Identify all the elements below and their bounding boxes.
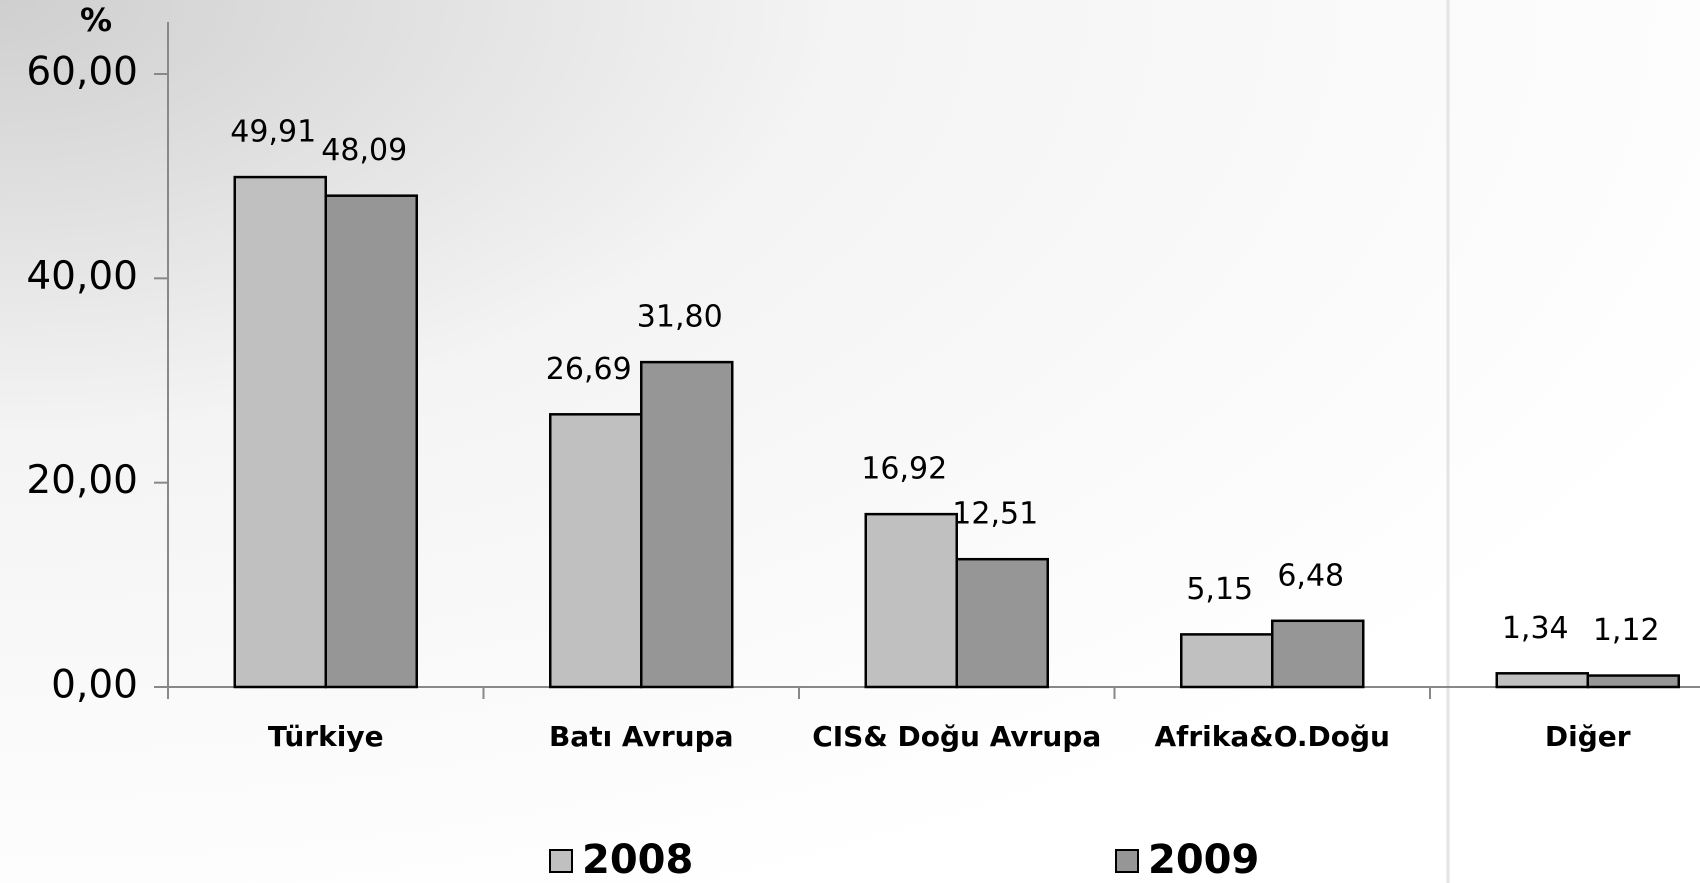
legend-label: 2009 — [1148, 837, 1259, 883]
bar — [955, 557, 1049, 689]
x-tick-label: CIS& Doğu Avrupa — [812, 720, 1101, 753]
bar — [1180, 633, 1274, 689]
x-tick-label: Afrika&O.Doğu — [1155, 720, 1390, 753]
value-label: 5,15 — [1186, 572, 1253, 607]
bar — [233, 175, 327, 689]
legend-label: 2008 — [582, 837, 693, 883]
y-axis-label: % — [80, 1, 112, 39]
value-label: 1,34 — [1502, 611, 1569, 646]
y-tick-label: 20,00 — [26, 458, 138, 503]
value-label: 16,92 — [861, 452, 947, 487]
value-label: 26,69 — [546, 352, 632, 387]
x-tick-label: Diğer — [1545, 720, 1631, 753]
value-label: 12,51 — [952, 497, 1038, 532]
legend-swatch — [1115, 849, 1139, 873]
bar — [1586, 674, 1680, 689]
bar — [549, 413, 643, 689]
legend-swatch — [549, 849, 573, 873]
value-label: 49,91 — [230, 115, 316, 150]
value-label: 6,48 — [1277, 558, 1344, 593]
x-tick-label: Türkiye — [268, 720, 384, 753]
bar — [864, 512, 958, 689]
y-tick-label: 40,00 — [26, 254, 138, 299]
bar — [324, 194, 418, 689]
value-label: 31,80 — [637, 300, 723, 335]
x-tick-label: Batı Avrupa — [549, 720, 734, 753]
bar — [640, 360, 734, 689]
y-tick-label: 60,00 — [26, 50, 138, 95]
value-label: 1,12 — [1593, 613, 1660, 648]
value-label: 48,09 — [321, 133, 407, 168]
bar — [1495, 672, 1589, 689]
y-tick-label: 0,00 — [51, 663, 138, 708]
bar — [1271, 619, 1365, 689]
